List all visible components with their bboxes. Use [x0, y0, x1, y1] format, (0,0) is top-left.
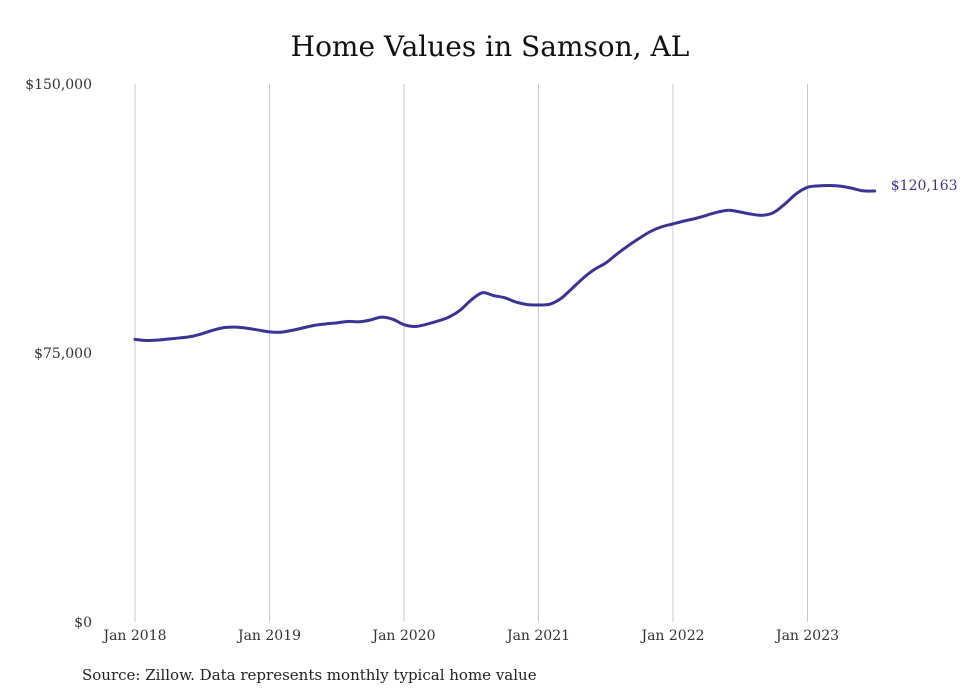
x-tick-label: Jan 2022: [639, 628, 704, 644]
series-group: [133, 183, 877, 342]
x-tick-label: Jan 2018: [101, 628, 166, 644]
y-tick-label: $150,000: [25, 77, 92, 93]
x-axis-ticks: Jan 2018 Jan 2019 Jan 2020 Jan 2021 Jan 2022…: [101, 628, 839, 644]
x-tick-label: Jan 2021: [505, 628, 570, 644]
gridlines: [134, 84, 808, 622]
source-note: Source: Zillow. Data represents monthly …: [82, 666, 537, 684]
y-tick-label: $75,000: [34, 346, 92, 362]
x-tick-label: Jan 2019: [236, 628, 301, 644]
x-tick-label: Jan 2020: [370, 628, 435, 644]
series-line: [133, 183, 877, 342]
y-axis-ticks: $0 $75,000 $150,000: [25, 77, 92, 631]
end-value-label: $120,163: [891, 178, 958, 194]
chart-title: Home Values in Samson, AL: [290, 30, 690, 63]
y-tick-label: $0: [74, 615, 92, 631]
end-label-group: $120,163: [891, 178, 958, 194]
x-tick-label: Jan 2023: [774, 628, 839, 644]
